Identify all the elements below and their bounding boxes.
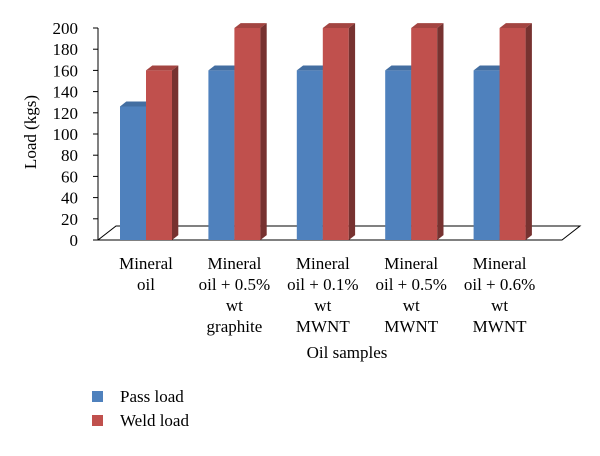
- bar-weld-load: [234, 28, 261, 240]
- bar-top-face: [411, 23, 444, 28]
- bar-weld-load: [499, 28, 526, 240]
- x-category-label: Mineral oil + 0.5% wt MWNT: [375, 254, 446, 336]
- bar-top-face: [146, 65, 179, 71]
- x-axis-title: Oil samples: [307, 343, 388, 362]
- bar-pass-load: [208, 70, 235, 241]
- bar-pass-load: [120, 106, 146, 240]
- x-category-label: Mineral oil + 0.1% wt MWNT: [287, 254, 358, 336]
- bar-top-face: [473, 65, 506, 71]
- bar-side-face: [525, 23, 532, 240]
- y-tick-label: 60: [61, 167, 78, 186]
- legend: Pass load Weld load: [92, 387, 189, 430]
- bar-weld-load: [411, 28, 438, 240]
- y-tick-label: 0: [70, 231, 79, 250]
- bar-weld-load: [322, 28, 349, 240]
- bar-side-face: [348, 23, 356, 240]
- bar-top-face: [385, 65, 418, 71]
- bar-top-face: [322, 23, 356, 28]
- legend-swatch-pass-load: [92, 391, 103, 402]
- legend-label-weld-load: Weld load: [120, 411, 189, 430]
- x-category-label: Mineral oil + 0.6% wt MWNT: [464, 254, 535, 336]
- bar-pass-load: [385, 70, 412, 241]
- bar-top-face: [120, 101, 153, 107]
- bar-top-face: [208, 65, 241, 71]
- y-tick-label: 80: [61, 146, 78, 165]
- x-category-label: Mineral oil: [119, 254, 173, 294]
- bar-top-face: [296, 65, 330, 71]
- y-tick-label: 100: [53, 125, 79, 144]
- bar-weld-load: [146, 70, 172, 241]
- legend-label-pass-load: Pass load: [120, 387, 184, 406]
- y-tick-label: 160: [53, 61, 79, 80]
- bar-top-face: [499, 23, 532, 28]
- y-tick-label: 40: [61, 189, 78, 208]
- bar-side-face: [260, 23, 267, 240]
- y-tick-label: 180: [53, 40, 79, 59]
- bar-pass-load: [296, 70, 323, 241]
- y-tick-label: 20: [61, 210, 78, 229]
- bar-side-face: [172, 65, 179, 240]
- legend-swatch-weld-load: [92, 415, 103, 426]
- x-category-label: Mineral oil + 0.5% wt graphite: [199, 254, 270, 336]
- y-axis-title: Load (kgs): [21, 95, 40, 169]
- bar-pass-load: [473, 70, 500, 241]
- y-tick-label: 200: [53, 19, 79, 38]
- bar-top-face: [234, 23, 267, 28]
- y-tick-label: 140: [53, 83, 79, 102]
- y-tick-label: 120: [53, 104, 79, 123]
- bar-side-face: [437, 23, 444, 240]
